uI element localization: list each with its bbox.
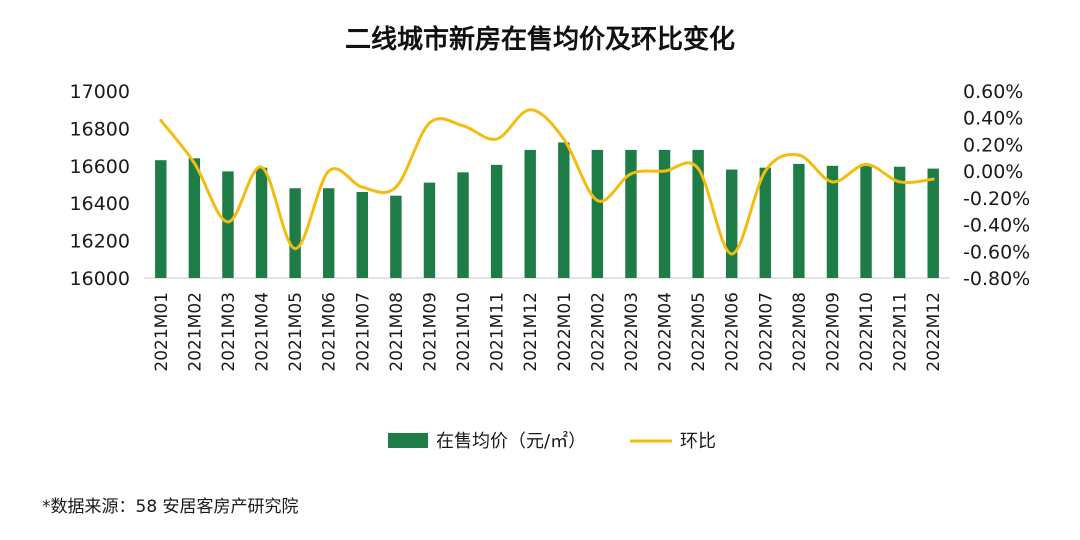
bar [222,171,234,278]
y-left-tick-label: 16400 [70,193,130,215]
legend: 在售均价（元/㎡） 环比 [388,430,716,452]
x-tick-label: 2022M04 [656,292,676,372]
bar [322,188,335,278]
x-tick-label: 2022M09 [823,292,843,372]
line-point [797,153,801,157]
line-point [629,172,633,176]
y-right-tick-label: 0.40% [963,108,1023,130]
bar [457,172,469,278]
line-point [461,124,465,128]
line-point [830,180,834,184]
x-tick-label: 2022M02 [588,292,608,372]
line-point [495,137,499,141]
bar [155,160,167,278]
y-left-tick-label: 16800 [70,118,130,140]
y-right-tick-label: -0.20% [963,188,1030,210]
bar [289,188,301,278]
y-left-tick-label: 17000 [70,81,130,103]
x-tick-label: 2021M10 [454,292,474,372]
y-right-tick-label: -0.40% [963,215,1030,237]
bar [591,149,604,278]
bar [558,142,570,278]
x-tick-label: 2022M08 [790,292,810,372]
line-path [159,108,934,256]
x-tick-label: 2021M07 [353,292,373,372]
line-point [864,162,868,166]
x-tick-label: 2021M02 [185,292,205,372]
x-tick-label: 2022M06 [723,292,743,372]
line-point [663,169,667,173]
x-tick-label: 2021M05 [286,292,306,372]
x-tick-label: 2022M11 [891,292,911,372]
x-tick-label: 2022M12 [924,292,944,372]
line-point [898,180,902,184]
bar-series [155,142,939,278]
x-tick-label: 2021M09 [420,292,440,372]
x-tick-label: 2021M01 [152,292,172,372]
line-point [360,185,364,189]
x-tick-label: 2021M06 [320,292,340,372]
x-tick-label: 2022M03 [622,292,642,372]
bar [423,182,436,278]
line-point [226,220,230,224]
x-tick-label: 2021M12 [521,292,541,372]
bar [725,169,738,278]
bar [759,167,772,278]
y-right-tick-label: 0.00% [963,161,1023,183]
line-point [730,252,734,256]
line-point [293,247,297,251]
x-tick-label: 2022M01 [555,292,575,372]
line-point [562,137,566,141]
x-tick-label: 2022M10 [857,292,877,372]
x-tick-label: 2021M08 [387,292,407,372]
line-point [192,161,196,165]
bar [658,149,671,278]
line-point [260,165,264,169]
y-right-tick-label: 0.20% [963,134,1023,156]
y-left-tick-label: 16200 [70,231,130,253]
source-note: *数据来源：58 安居客房产研究院 [42,497,299,517]
x-tick-label: 2021M11 [488,292,508,372]
y-right-tick-label: -0.80% [963,268,1030,290]
bar [524,149,536,278]
bar [490,164,503,278]
x-tick-label: 2022M07 [756,292,776,372]
bar [927,168,939,278]
chart-title: 二线城市新房在售均价及环比变化 [345,24,735,55]
legend-bar-label: 在售均价（元/㎡） [436,430,586,452]
line-point [327,169,331,173]
line-point [763,169,767,173]
line-series [159,108,935,256]
line-point [931,177,935,181]
y-right-tick-label: 0.60% [963,81,1023,103]
bar [826,165,839,278]
line-point [394,185,398,189]
axes: 17000 16800 16600 16400 16200 16000 0.60% 0.40%… [70,81,1031,372]
bar [860,163,872,278]
line-point [595,199,599,203]
line-point [696,166,700,170]
x-tick-label: 2021M03 [219,292,239,372]
bar [893,166,906,278]
line-point [159,118,163,122]
bar [625,149,637,278]
line-point [427,121,431,125]
y-left-tick-label: 16000 [70,268,130,290]
bar [255,167,268,278]
legend-line-label: 环比 [680,431,716,452]
y-left-tick-label: 16600 [70,156,130,178]
bar [188,158,201,278]
y-right-tick-label: -0.60% [963,241,1030,263]
line-point [528,108,532,112]
bar [356,191,369,278]
x-tick-label: 2021M04 [253,292,273,372]
bar [692,149,704,278]
bar [390,195,402,278]
x-tick-label: 2022M05 [689,292,709,372]
legend-bar-swatch [388,433,428,448]
bar [793,163,805,278]
